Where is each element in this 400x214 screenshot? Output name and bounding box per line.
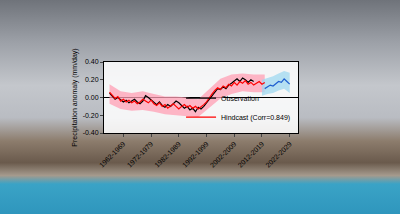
svg-text:Hindcast (Corr=0.849): Hindcast (Corr=0.849)	[221, 114, 290, 122]
svg-text:1972-1979: 1972-1979	[126, 140, 155, 169]
svg-text:2012-2019: 2012-2019	[237, 140, 266, 169]
svg-text:0.20: 0.20	[85, 76, 99, 83]
svg-text:2022-2029: 2022-2029	[264, 140, 293, 169]
svg-text:-0.20: -0.20	[83, 112, 99, 119]
svg-text:1992-1999: 1992-1999	[181, 140, 210, 169]
svg-text:1982-1989: 1982-1989	[153, 140, 182, 169]
svg-text:0.40: 0.40	[85, 58, 99, 65]
svg-text:Precipitation anomaly (mm/day): Precipitation anomaly (mm/day)	[71, 48, 79, 146]
svg-text:2002-2009: 2002-2009	[209, 140, 238, 169]
svg-text:Observation: Observation	[221, 95, 259, 102]
svg-text:1962-1969: 1962-1969	[98, 140, 127, 169]
svg-text:0.00: 0.00	[85, 94, 99, 101]
svg-text:-0.40: -0.40	[83, 129, 99, 136]
